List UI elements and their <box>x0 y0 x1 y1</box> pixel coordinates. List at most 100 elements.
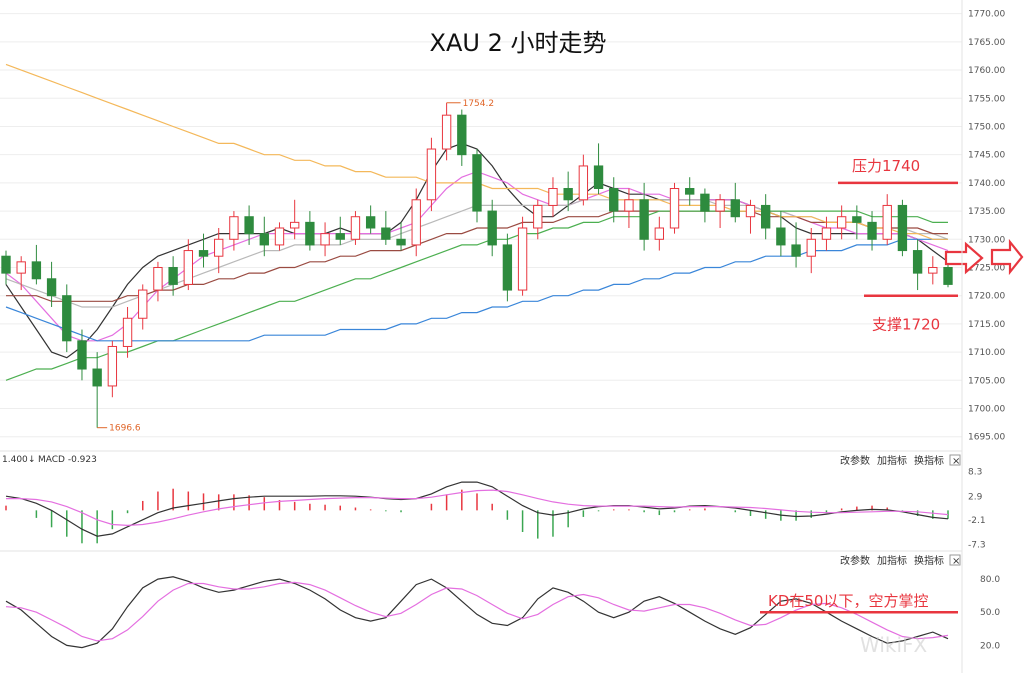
macd-dea-line <box>6 489 949 527</box>
support-label: 支撑1720 <box>872 316 940 334</box>
candle-body <box>609 188 619 212</box>
price-tick-label: 1695.00 <box>968 433 1005 443</box>
price-tick-label: 1760.00 <box>968 66 1005 76</box>
macd-add-indicator-button[interactable]: 加指标 <box>877 454 907 467</box>
candle <box>1 250 11 285</box>
kd-axis: 80.0 50.0 20.0 <box>980 575 1000 651</box>
candle <box>852 205 862 240</box>
price-tick-label: 1770.00 <box>968 10 1005 20</box>
candle-body <box>928 266 938 274</box>
candle <box>77 329 87 381</box>
candle <box>867 211 877 251</box>
candle-body <box>1 255 11 274</box>
candle-body <box>867 221 877 240</box>
candle <box>365 205 376 234</box>
candle <box>244 205 254 245</box>
candle-body <box>563 188 573 201</box>
macd-tick-label: 8.3 <box>968 467 982 477</box>
candle-body <box>183 250 194 285</box>
candle <box>411 188 421 257</box>
candle <box>457 109 467 166</box>
candle-body <box>791 244 801 257</box>
macd-tick-label: 2.9 <box>968 493 983 503</box>
moving-average-line-6 <box>5 238 948 342</box>
candle <box>715 194 725 228</box>
candle <box>107 340 118 398</box>
high-price-label: 1754.2 <box>463 99 495 109</box>
candle-body <box>502 244 513 291</box>
candle-body <box>745 204 756 218</box>
candle <box>821 216 832 251</box>
candle <box>548 177 558 217</box>
macd-tick-label: -2.1 <box>968 516 986 526</box>
candle-body <box>198 250 209 257</box>
kd-add-indicator-button[interactable]: 加指标 <box>877 554 907 567</box>
candle-body <box>806 238 816 257</box>
candle-body <box>441 114 452 150</box>
macd-close-button[interactable] <box>949 454 961 466</box>
low-price-label: 1696.6 <box>109 424 141 434</box>
candle <box>654 216 665 251</box>
candle-body <box>244 216 254 235</box>
price-tick-label: 1740.00 <box>968 179 1005 189</box>
candle-body <box>289 221 300 229</box>
candle-body <box>16 261 26 274</box>
kd-tick-label: 50.0 <box>980 608 1000 618</box>
candle <box>426 137 437 212</box>
candle-body <box>548 188 558 206</box>
candle-body <box>821 227 832 240</box>
kd-toolbar: 改参数 加指标 换指标 × <box>840 554 961 567</box>
kd-k-line <box>5 576 949 649</box>
candle-body <box>122 317 133 347</box>
macd-edit-params-button[interactable]: 改参数 <box>840 454 870 467</box>
kd-switch-indicator-button[interactable]: 换指标 <box>914 554 944 567</box>
candle <box>183 239 194 291</box>
candle-body <box>852 216 862 223</box>
candle <box>624 188 634 228</box>
candle <box>62 284 72 353</box>
candle-body <box>578 165 589 201</box>
price-tick-label: 1715.00 <box>968 320 1005 330</box>
candle <box>92 352 102 428</box>
macd-switch-indicator-button[interactable]: 换指标 <box>914 454 944 467</box>
candle <box>320 222 330 257</box>
chart-title: XAU 2 小时走势 <box>430 29 607 57</box>
kd-annotation: KD在50以下，空方掌控 <box>760 592 958 614</box>
candle <box>16 256 26 291</box>
kd-annotation-label: KD在50以下，空方掌控 <box>768 592 928 610</box>
macd-header-value: MACD -0.923 <box>38 455 97 465</box>
main-price-axis: 1770.00 1765.00 1760.00 1755.00 1750.00 1745.… <box>968 10 1005 443</box>
candle-body <box>138 289 148 319</box>
candle-body <box>365 216 376 229</box>
candle <box>31 244 42 285</box>
macd-close-icon: × <box>952 456 960 467</box>
candle <box>760 194 771 240</box>
candle <box>350 211 361 245</box>
candle <box>274 222 285 251</box>
candle <box>381 211 391 245</box>
candle-body <box>457 114 467 156</box>
price-tick-label: 1725.00 <box>968 263 1005 273</box>
candle <box>639 182 649 251</box>
candle <box>168 256 178 296</box>
macd-header-left: 1.400 <box>2 455 28 465</box>
candle <box>153 261 163 302</box>
price-tick-label: 1700.00 <box>968 405 1005 415</box>
price-tick-label: 1705.00 <box>968 376 1005 386</box>
candle-body <box>685 188 695 195</box>
price-tick-label: 1710.00 <box>968 348 1005 358</box>
candle <box>335 216 345 245</box>
moving-average-line-1 <box>5 142 949 359</box>
kd-close-button[interactable] <box>949 554 961 566</box>
candle <box>122 306 133 358</box>
candle <box>396 222 406 251</box>
candle <box>593 143 604 195</box>
candle <box>685 177 695 206</box>
candle-body <box>320 233 330 246</box>
kd-edit-params-button[interactable]: 改参数 <box>840 554 870 567</box>
candle <box>517 216 528 296</box>
annotations: 1754.2 1696.6 压力1740 支撑1720 <box>97 99 958 434</box>
candle <box>305 211 315 251</box>
candle <box>609 177 619 223</box>
